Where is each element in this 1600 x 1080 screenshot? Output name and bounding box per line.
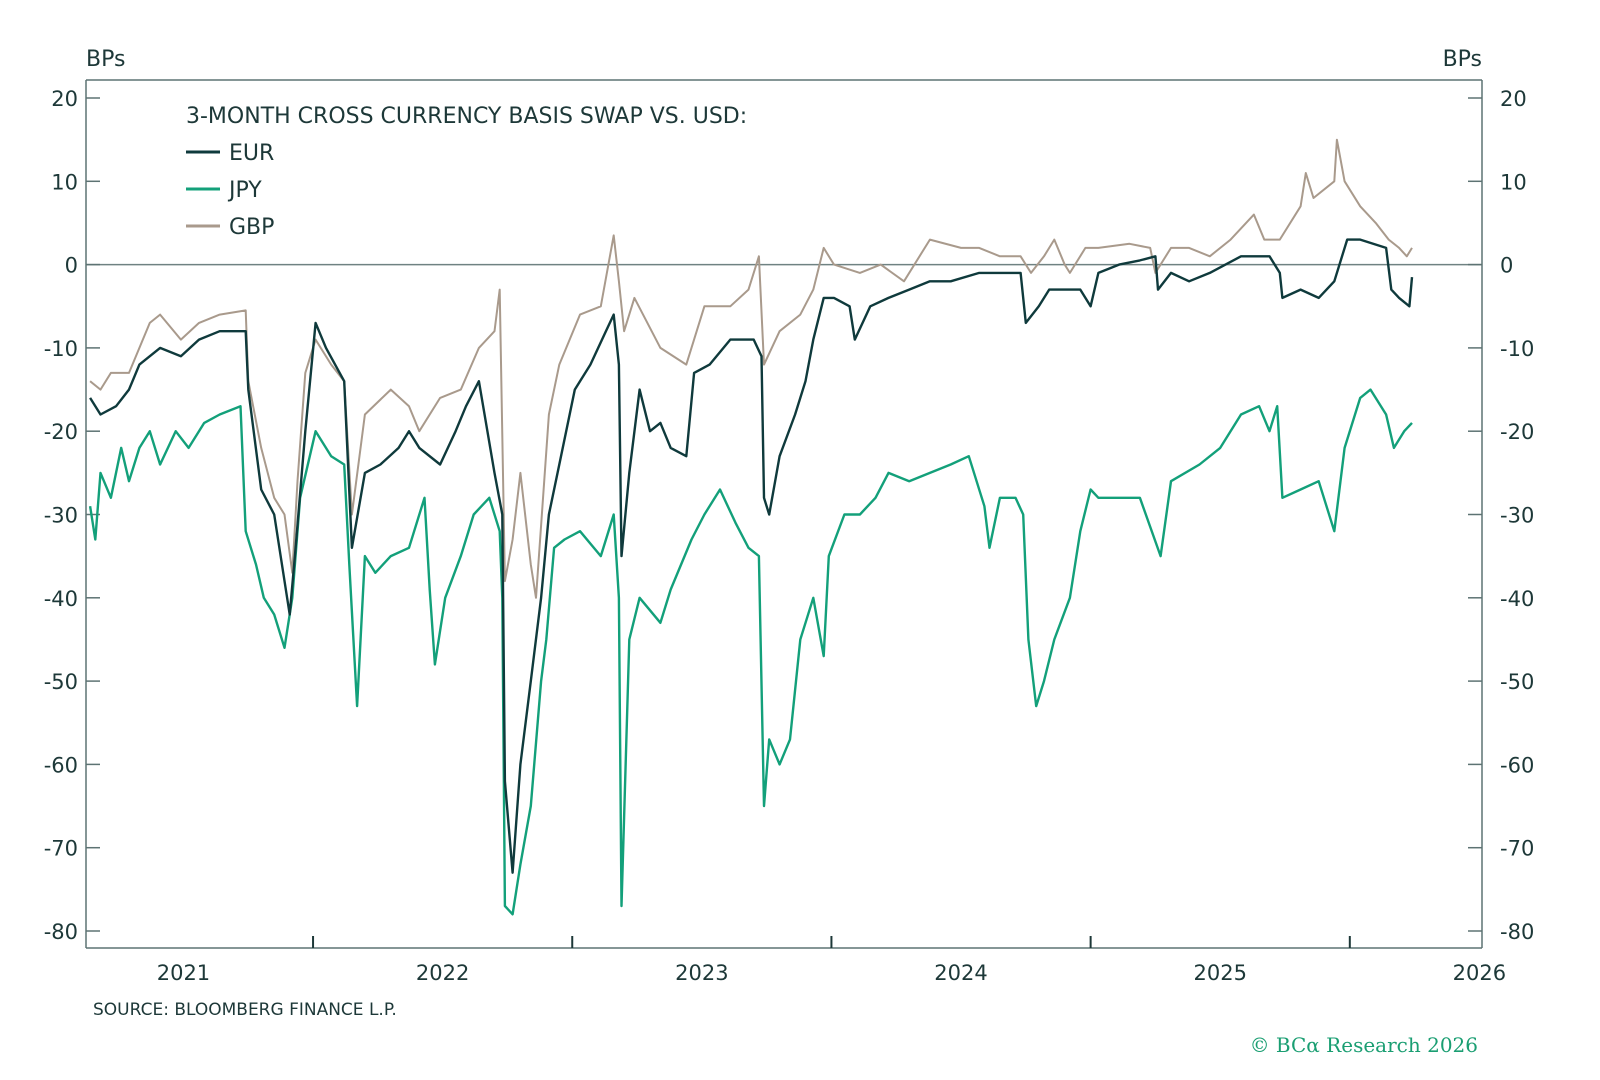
source-note: SOURCE: BLOOMBERG FINANCE L.P. <box>93 1000 397 1020</box>
x-tick-label: 2024 <box>934 961 987 985</box>
y-tick-label-right: -10 <box>1500 337 1534 361</box>
series-line-gbp <box>89 138 1413 599</box>
y-tick-label-right: -70 <box>1500 837 1534 861</box>
y-tick-label-right: -80 <box>1500 920 1534 944</box>
y-tick-label-left: -60 <box>44 753 78 777</box>
y-tick-label-right: 10 <box>1500 170 1527 194</box>
legend: 3-MONTH CROSS CURRENCY BASIS SWAP VS. US… <box>186 104 747 240</box>
y-tick-label-left: -40 <box>44 587 78 611</box>
y-tick-label-left: -20 <box>44 420 78 444</box>
legend-label-gbp: GBP <box>229 215 274 240</box>
series-lines <box>88 138 1414 916</box>
y-tick-label-left: -80 <box>44 920 78 944</box>
y-tick-label-right: -30 <box>1500 504 1534 528</box>
legend-label-jpy: JPY <box>227 178 262 203</box>
y-tick-label-right: -50 <box>1500 670 1534 694</box>
y-tick-label-left: -70 <box>44 837 78 861</box>
series-line-jpy <box>88 388 1413 916</box>
legend-label-eur: EUR <box>229 141 274 166</box>
y-tick-label-left: 20 <box>51 87 78 111</box>
y-tick-label-right: -20 <box>1500 420 1534 444</box>
y-tick-label-right: -60 <box>1500 753 1534 777</box>
y-tick-label-right: 20 <box>1500 87 1527 111</box>
legend-title: 3-MONTH CROSS CURRENCY BASIS SWAP VS. US… <box>186 104 747 129</box>
x-tick-label: 2021 <box>157 961 210 985</box>
y-axis-label-right: BPs <box>1443 47 1482 72</box>
y-tick-label-left: -30 <box>44 504 78 528</box>
copyright-logo: © BCα Research 2026 <box>1250 1033 1478 1057</box>
y-tick-label-left: 0 <box>65 254 78 278</box>
y-tick-label-right: 0 <box>1500 254 1513 278</box>
x-tick-label: 2025 <box>1193 961 1246 985</box>
y-tick-label-right: -40 <box>1500 587 1534 611</box>
series-line-eur <box>89 238 1414 874</box>
x-tick-label: 2022 <box>416 961 469 985</box>
y-axis-label-left: BPs <box>86 47 125 72</box>
axis-ticks: 20 20 10 10 0 0 -10 -10 -20 -20 -30 -30 -40 -40 -50 -50… <box>44 87 1535 985</box>
x-tick-label: 2023 <box>675 961 728 985</box>
x-tick-label: 2026 <box>1453 961 1506 985</box>
y-tick-label-left: -10 <box>44 337 78 361</box>
y-tick-label-left: 10 <box>51 170 78 194</box>
y-tick-label-left: -50 <box>44 670 78 694</box>
